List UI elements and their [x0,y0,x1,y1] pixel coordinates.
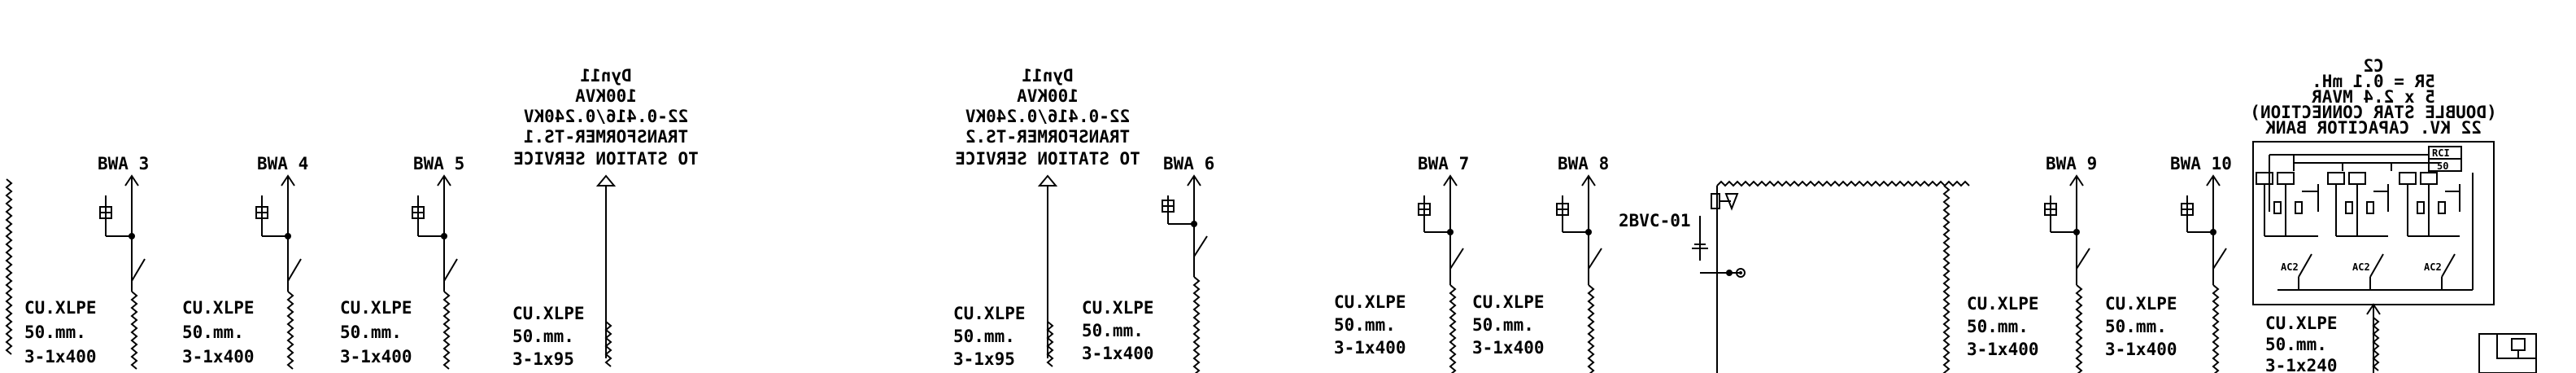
cable-cores: 3-1x400 [340,347,412,366]
svg-text:TRANSFORMER-TS.1: TRANSFORMER-TS.1 [524,127,688,147]
cable-cores: 3-1x240 [2265,356,2338,373]
cable-type: CU.XLPE [340,298,412,318]
feeder-bwa-4: BWA 4 CU.XLPE 50.mm. 3-1x400 [182,154,308,370]
ac-label: AC2 [2352,261,2370,273]
cable-cores: 3-1x400 [1082,344,1154,363]
feeder-label: BWA 5 [413,154,464,173]
cable-size: 50.mm. [2265,335,2327,354]
cable-cores: 3-1x400 [1967,340,2039,359]
cable-type: CU.XLPE [24,298,97,318]
capacitor-unit-1: AC2 [2256,172,2319,290]
cable-size: 50.mm. [1334,315,1396,335]
cable-size: 50.mm. [1967,317,2029,336]
svg-text:TRANSFORMER-TS.2: TRANSFORMER-TS.2 [965,127,1130,147]
svg-text:5R = 0.1 mH.: 5R = 0.1 mH. [2312,72,2435,91]
station-service-1: Dyn11 100KVA 22-0.416/0.240KV TRANSFORME… [512,66,699,369]
rci-label: RCI [2432,147,2450,159]
svg-text:100KVA: 100KVA [1017,86,1079,106]
cable-size: 50.mm. [1082,321,1144,340]
feeder-label: BWA 6 [1163,154,1214,173]
cable-cores: 3-1x400 [24,347,97,366]
cable-type: CU.XLPE [953,304,1026,323]
voltage-transformer-section: 2BVC-01 [1619,180,1970,373]
cable-type: CU.XLPE [1967,294,2039,314]
feeder-label: BWA 9 [2046,154,2097,173]
cable-size: 50.mm. [953,327,1015,346]
feeder-bwa-6: BWA 6 CU.XLPE 50.mm. 3-1x400 [1082,154,1214,373]
cable-cores: 3-1x400 [1472,338,1545,358]
cable-type: CU.XLPE [2265,314,2338,333]
cable-cores: 3-1x400 [2105,340,2177,359]
cable-type: CU.XLPE [1472,292,1545,312]
feeder-bwa-9: BWA 9 CU.XLPE 50.mm. 3-1x400 [1967,154,2097,373]
feeder-bwa-8: BWA 8 CU.XLPE 50.mm. 3-1x400 [1472,154,1609,373]
feeder-bwa-7: BWA 7 CU.XLPE 50.mm. 3-1x400 [1334,154,1469,373]
svg-text:22 KV. CAPACITOR BANK: 22 KV. CAPACITOR BANK [2265,118,2482,138]
feeder-bwa-5: BWA 5 CU.XLPE 50.mm. 3-1x400 [340,154,464,370]
svg-text:TO STATION SERVICE: TO STATION SERVICE [955,149,1140,169]
cable-type: CU.XLPE [2105,294,2177,314]
svg-text:5 x 2.4 MVAR: 5 x 2.4 MVAR [2312,87,2435,107]
feeder-bwa-10: BWA 10 CU.XLPE 50.mm. 3-1x400 [2105,154,2232,373]
feeder-label: BWA 3 [98,154,149,173]
capacitor-unit-2: AC2 [2327,172,2389,290]
svg-text:C2: C2 [2363,56,2383,76]
station-service-2-label: Dyn11 100KVA 22-0.416/0.240KV TRANSFORME… [955,66,1140,169]
feeder-label: BWA 7 [1418,154,1469,173]
svg-text:Dyn11: Dyn11 [1022,66,1073,86]
capacitor-bank: C2 5R = 0.1 mH. 5 x 2.4 MVAR (DOUBLE STA… [2250,56,2497,373]
cable-cores: 3-1x95 [953,349,1015,369]
ac-label: AC2 [2424,261,2442,273]
feeder-label: BWA 8 [1558,154,1609,173]
right-edge-device [2478,333,2537,373]
capacitor-unit-3: AC2 [2399,172,2460,290]
svg-text:Dyn11: Dyn11 [580,66,631,86]
feeder-bwa-3: BWA 3 CU.XLPE 50.mm. 3-1x400 [24,154,149,370]
cable-size: 50.mm. [182,323,244,342]
feeder-label: BWA 4 [257,154,308,173]
svg-text:TO STATION SERVICE: TO STATION SERVICE [513,149,699,169]
left-edge-cable [5,178,13,355]
capacitor-bank-enclosure [2252,141,2495,305]
vt-label: 2BVC-01 [1619,211,1691,230]
station-service-1-label: Dyn11 100KVA 22-0.416/0.240KV TRANSFORME… [513,66,699,169]
cable-type: CU.XLPE [182,298,255,318]
ac-label: AC2 [2281,261,2299,273]
cable-size: 50.mm. [24,323,86,342]
cable-type: CU.XLPE [1334,292,1406,312]
cable-size: 50.mm. [340,323,402,342]
feeder-label: BWA 10 [2170,154,2232,173]
capacitor-bank-label: C2 5R = 0.1 mH. 5 x 2.4 MVAR (DOUBLE STA… [2250,56,2496,138]
station-service-2: Dyn11 100KVA 22-0.416/0.240KV TRANSFORME… [953,66,1140,369]
cable-type: CU.XLPE [1082,298,1154,318]
cable-size: 50.mm. [512,327,574,346]
cable-size: 50.mm. [1472,315,1534,335]
cable-cores: 3-1x400 [1334,338,1406,358]
svg-text:22-0.416/0.240KV: 22-0.416/0.240KV [524,107,689,126]
svg-text:(DOUBLE STAR CONNECTION): (DOUBLE STAR CONNECTION) [2250,103,2496,122]
cable-type: CU.XLPE [512,304,585,323]
svg-text:100KVA: 100KVA [575,86,637,106]
cable-cores: 3-1x95 [512,349,574,369]
svg-text:22-0.416/0.240KV: 22-0.416/0.240KV [965,107,1131,126]
cable-size: 50.mm. [2105,317,2167,336]
cable-cores: 3-1x400 [182,347,255,366]
